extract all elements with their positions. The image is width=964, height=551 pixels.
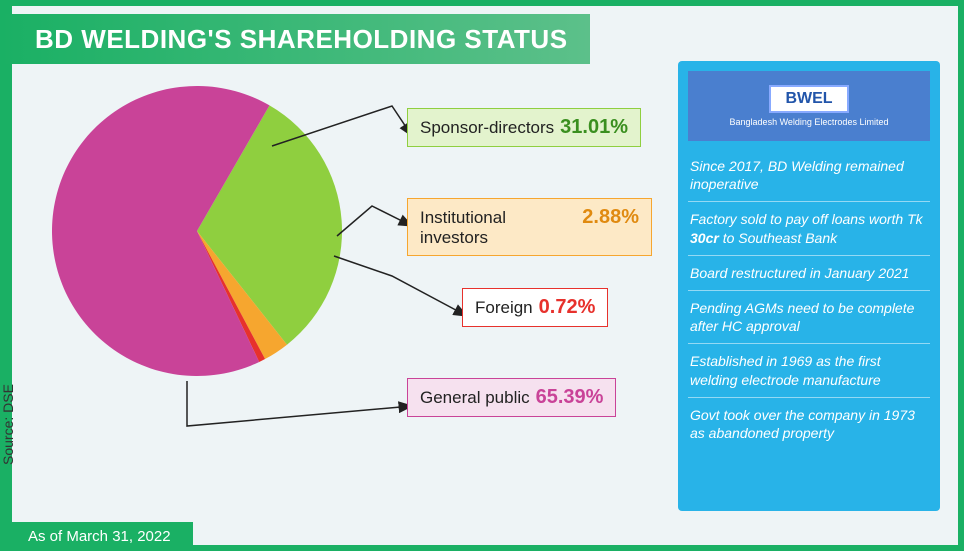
leader-arrow-2 [334, 256, 467, 316]
asof-label: As of March 31, 2022 [0, 522, 193, 551]
leader-arrow-3 [187, 381, 412, 426]
fact-item-4: Established in 1969 as the first welding… [688, 343, 930, 396]
chart-area: Sponsor-directors 31.01% Institutional inv… [42, 76, 652, 496]
fact-item-3: Pending AGMs need to be complete after H… [688, 290, 930, 343]
title-banner: BD WELDING'S SHAREHOLDING STATUS [0, 14, 590, 64]
category-label-0: Sponsor-directors 31.01% [407, 108, 641, 147]
source-label: Source: DSE [0, 384, 16, 465]
fact-item-5: Govt took over the company in 1973 as ab… [688, 397, 930, 450]
category-value: 65.39% [536, 386, 604, 409]
pie-chart [52, 86, 342, 376]
fact-item-1: Factory sold to pay off loans worth Tk 3… [688, 201, 930, 254]
side-panel: BWEL Bangladesh Welding Electrodes Limit… [678, 61, 940, 511]
category-label-2: Foreign 0.72% [462, 288, 608, 327]
logo-subtitle: Bangladesh Welding Electrodes Limited [730, 117, 889, 127]
category-label-3: General public 65.39% [407, 378, 616, 417]
page-title: BD WELDING'S SHAREHOLDING STATUS [35, 24, 568, 55]
category-name: General public [420, 388, 530, 408]
category-name: Institutional investors [420, 208, 576, 248]
fact-item-2: Board restructured in January 2021 [688, 255, 930, 290]
category-value: 31.01% [560, 116, 628, 139]
fact-item-0: Since 2017, BD Welding remained inoperat… [688, 149, 930, 201]
category-name: Foreign [475, 298, 533, 318]
category-value: 2.88% [582, 206, 639, 229]
category-name: Sponsor-directors [420, 118, 554, 138]
logo-badge: BWEL [769, 85, 848, 113]
category-value: 0.72% [539, 296, 596, 319]
company-logo: BWEL Bangladesh Welding Electrodes Limit… [688, 71, 930, 141]
leader-arrow-1 [337, 206, 412, 236]
category-label-1: Institutional investors 2.88% [407, 198, 652, 256]
